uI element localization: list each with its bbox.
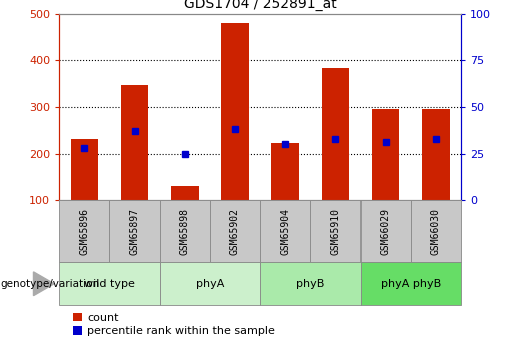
- Bar: [221, 23, 249, 200]
- Bar: [360, 200, 410, 262]
- Text: GSM65897: GSM65897: [130, 208, 140, 255]
- Bar: [71, 139, 98, 200]
- Bar: [59, 200, 109, 262]
- Bar: [171, 186, 199, 200]
- Bar: [372, 109, 400, 200]
- Bar: [260, 200, 310, 262]
- Bar: [410, 200, 461, 262]
- Text: phyA phyB: phyA phyB: [381, 279, 441, 289]
- Text: wild type: wild type: [84, 279, 135, 289]
- Text: genotype/variation: genotype/variation: [0, 279, 99, 289]
- Bar: [210, 200, 260, 262]
- Text: GSM65898: GSM65898: [180, 208, 190, 255]
- Bar: [121, 85, 148, 200]
- Text: GSM66029: GSM66029: [381, 208, 390, 255]
- Title: GDS1704 / 252891_at: GDS1704 / 252891_at: [184, 0, 336, 11]
- Bar: [310, 200, 360, 262]
- Bar: [260, 262, 360, 305]
- Bar: [271, 143, 299, 200]
- Text: phyA: phyA: [196, 279, 224, 289]
- Bar: [160, 200, 210, 262]
- Text: GSM65904: GSM65904: [280, 208, 290, 255]
- Text: phyB: phyB: [296, 279, 324, 289]
- Polygon shape: [33, 272, 54, 296]
- Bar: [160, 262, 260, 305]
- Text: GSM66030: GSM66030: [431, 208, 441, 255]
- Text: GSM65910: GSM65910: [331, 208, 340, 255]
- Bar: [109, 200, 160, 262]
- Bar: [59, 262, 160, 305]
- Bar: [422, 109, 450, 200]
- Bar: [360, 262, 461, 305]
- Text: GSM65902: GSM65902: [230, 208, 240, 255]
- Legend: count, percentile rank within the sample: count, percentile rank within the sample: [73, 313, 275, 336]
- Text: GSM65896: GSM65896: [79, 208, 89, 255]
- Bar: [321, 68, 349, 200]
